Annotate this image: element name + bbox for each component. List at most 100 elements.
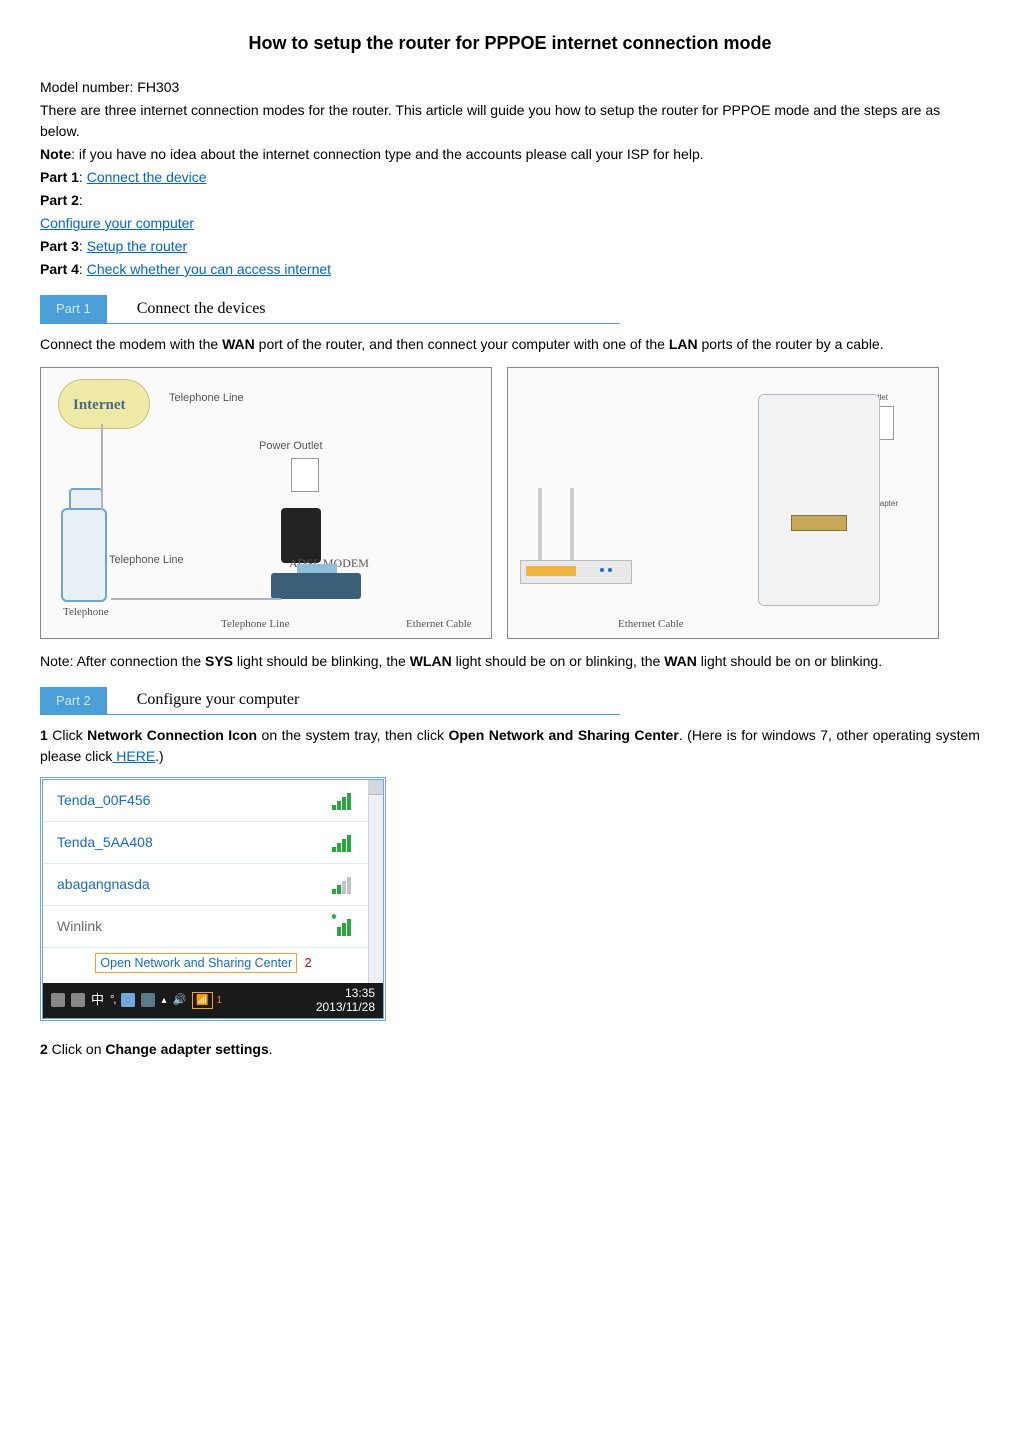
network-badge: 1 xyxy=(217,993,223,1008)
p1-post: ports of the router by a cable. xyxy=(698,336,884,352)
tray-app-icon[interactable] xyxy=(141,993,155,1007)
toc-link-check[interactable]: Check whether you can access internet xyxy=(87,261,331,277)
router-lan-ports-icon xyxy=(526,566,576,576)
toc-part4: Part 4: Check whether you can access int… xyxy=(40,259,980,280)
part1-heading: Connect the devices xyxy=(107,297,266,321)
p1-mid: port of the router, and then connect you… xyxy=(255,336,669,352)
wlan-bold: WLAN xyxy=(410,653,452,669)
taskbar: 中 °, ▴ 🔊 📶 1 13:35 2013/11/28 xyxy=(43,983,383,1018)
antenna-icon xyxy=(570,488,574,568)
part1-tag: Part 1 xyxy=(40,295,107,323)
toc-link-setup[interactable]: Setup the router xyxy=(87,238,187,254)
wifi-item[interactable]: abagangnasda xyxy=(43,864,368,906)
tray-app-icon[interactable] xyxy=(71,993,85,1007)
modem-icon xyxy=(271,573,361,599)
s1-pre: Click xyxy=(48,727,87,743)
an-mid1: light should be blinking, the xyxy=(233,653,410,669)
tel-line-label: Telephone Line xyxy=(169,390,244,407)
wifi-item[interactable]: Winlink xyxy=(43,906,368,948)
router-led-icon xyxy=(600,568,604,572)
wifi-name: abagangnasda xyxy=(57,874,150,895)
wan2-bold: WAN xyxy=(664,653,697,669)
intro-desc: There are three internet connection mode… xyxy=(40,100,980,142)
scroll-up-icon[interactable] xyxy=(369,780,383,795)
tray-expand-icon[interactable]: ▴ xyxy=(161,993,166,1008)
wan-bold: WAN xyxy=(222,336,255,352)
s1-end: .) xyxy=(155,748,164,764)
tray-app-icon[interactable] xyxy=(51,993,65,1007)
volume-icon[interactable]: 🔊 xyxy=(173,992,187,1009)
internet-label: Internet xyxy=(73,394,126,417)
wifi-signal-icon xyxy=(332,918,354,936)
model-number: Model number: FH303 xyxy=(40,77,980,98)
tray-clock[interactable]: 13:35 2013/11/28 xyxy=(316,986,375,1015)
outlet-icon xyxy=(291,458,319,492)
wifi-signal-icon xyxy=(332,876,354,894)
an-pre: Note: After connection the xyxy=(40,653,205,669)
an-mid2: light should be on or blinking, the xyxy=(452,653,664,669)
open-center-label: Open Network and Sharing Center xyxy=(95,953,297,973)
part2-header: Part 2 Configure your computer xyxy=(40,687,620,716)
s2-post: . xyxy=(269,1041,273,1057)
network-tray-icon[interactable]: 📶 xyxy=(192,992,212,1009)
part2-tag: Part 2 xyxy=(40,687,107,715)
ime-punct-icon[interactable]: °, xyxy=(110,992,115,1009)
tel-line-label3: Telephone Line xyxy=(221,616,290,633)
tray-left: 中 °, ▴ 🔊 📶 1 xyxy=(51,990,222,1010)
toc-part4-label: Part 4 xyxy=(40,261,79,277)
wifi-item[interactable]: Tenda_5AA408 xyxy=(43,822,368,864)
wifi-name: Tenda_00F456 xyxy=(57,790,150,811)
wifi-signal-icon xyxy=(332,834,354,852)
clock-time: 13:35 xyxy=(316,986,375,1000)
diagram-left: Internet Telephone Line Power Outlet Tel… xyxy=(40,367,492,639)
wifi-item[interactable]: Tenda_00F456 xyxy=(43,780,368,822)
cable-icon xyxy=(101,424,103,510)
toc-part2-label: Part 2 xyxy=(40,192,79,208)
part1-text: Connect the modem with the WAN port of t… xyxy=(40,334,980,355)
antenna-icon xyxy=(538,488,542,568)
intro-note: Note: if you have no idea about the inte… xyxy=(40,144,980,165)
toc-part3-label: Part 3 xyxy=(40,238,79,254)
part1-after-note: Note: After connection the SYS light sho… xyxy=(40,651,980,672)
eth-label: Ethernet Cable xyxy=(406,616,472,633)
sys-bold: SYS xyxy=(205,653,233,669)
part1-header: Part 1 Connect the devices xyxy=(40,295,620,324)
s1-b2: Open Network and Sharing Center xyxy=(448,727,678,743)
an-post: light should be on or blinking. xyxy=(697,653,882,669)
note-label: Note xyxy=(40,146,71,162)
wifi-name: Winlink xyxy=(57,916,102,937)
s2-pre: Click on xyxy=(48,1041,106,1057)
note-text: : if you have no idea about the internet… xyxy=(71,146,704,162)
wifi-scrollbar[interactable] xyxy=(368,780,383,983)
tray-app-icon[interactable] xyxy=(121,993,135,1007)
toc-link-connect[interactable]: Connect the device xyxy=(87,169,207,185)
shield-icon xyxy=(332,914,336,919)
part2-step2: 2 Click on Change adapter settings. xyxy=(40,1039,980,1060)
clock-date: 2013/11/28 xyxy=(316,1000,375,1014)
toc-part1: Part 1: Connect the device xyxy=(40,167,980,188)
power-outlet-label: Power Outlet xyxy=(259,438,323,455)
eth-label-r: Ethernet Cable xyxy=(618,616,684,633)
s1-b1: Network Connection Icon xyxy=(87,727,257,743)
tel-line-label2: Telephone Line xyxy=(109,552,184,569)
wifi-name: Tenda_5AA408 xyxy=(57,832,153,853)
step2-num: 2 xyxy=(40,1041,48,1057)
step1-num: 1 xyxy=(40,727,48,743)
s1-mid1: on the system tray, then click xyxy=(257,727,448,743)
wifi-popup: Tenda_00F456 Tenda_5AA408 abagangnasda W… xyxy=(40,777,386,1021)
router-ports-icon xyxy=(791,515,847,531)
toc-link-configure[interactable]: Configure your computer xyxy=(40,215,194,231)
page-title: How to setup the router for PPPOE intern… xyxy=(40,30,980,57)
toc-part1-label: Part 1 xyxy=(40,169,79,185)
open-center-badge: 2 xyxy=(301,956,316,970)
router-back-icon xyxy=(758,394,880,606)
connection-diagrams: Internet Telephone Line Power Outlet Tel… xyxy=(40,367,980,639)
p1-pre: Connect the modem with the xyxy=(40,336,222,352)
ime-indicator[interactable]: 中 xyxy=(91,990,104,1010)
diagram-right: Power Outlet Power Adapter Ethernet Cabl… xyxy=(507,367,939,639)
open-network-center[interactable]: Open Network and Sharing Center 2 xyxy=(43,948,368,983)
here-link[interactable]: HERE xyxy=(112,748,155,764)
wifi-signal-icon xyxy=(332,792,354,810)
toc-part3: Part 3: Setup the router xyxy=(40,236,980,257)
wifi-list: Tenda_00F456 Tenda_5AA408 abagangnasda W… xyxy=(43,780,368,983)
